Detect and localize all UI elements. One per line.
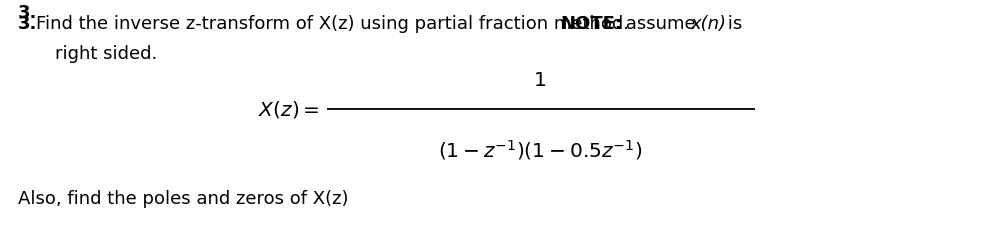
Text: assume: assume	[620, 15, 701, 33]
Text: Find the inverse z-transform of X(z) using partial fraction method.: Find the inverse z-transform of X(z) usi…	[36, 15, 634, 33]
Text: Also, find the poles and zeros of X(z): Also, find the poles and zeros of X(z)	[18, 189, 349, 207]
Text: NOTE:: NOTE:	[560, 15, 622, 33]
Text: $(1 - z^{-1})(1 - 0.5z^{-1})$: $(1 - z^{-1})(1 - 0.5z^{-1})$	[438, 137, 642, 161]
Text: $X(z) =$: $X(z) =$	[258, 99, 320, 120]
Text: 3.: 3.	[18, 15, 37, 33]
Text: 1: 1	[534, 71, 547, 90]
Text: right sided.: right sided.	[55, 45, 158, 63]
Text: x(n): x(n)	[690, 15, 726, 33]
Text: is: is	[722, 15, 743, 33]
Text: 3.: 3.	[18, 4, 37, 22]
